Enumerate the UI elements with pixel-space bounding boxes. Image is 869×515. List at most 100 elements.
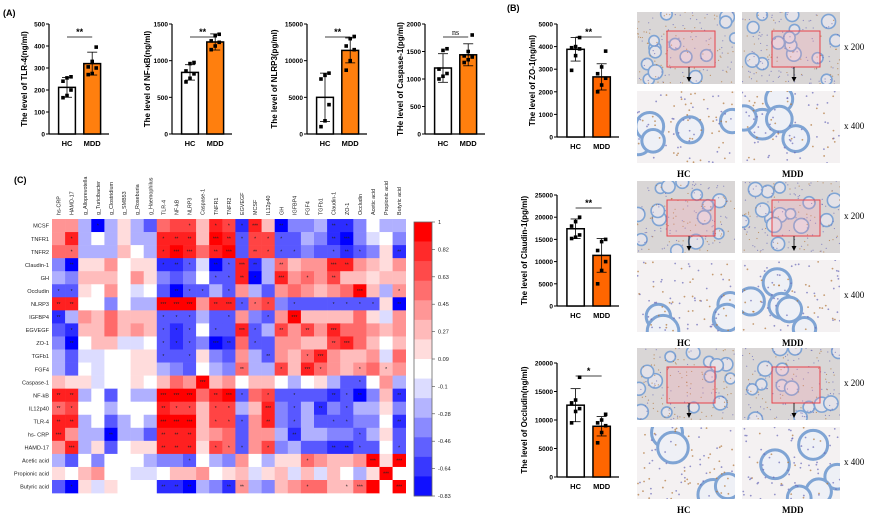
cell — [750, 390, 752, 392]
cell — [743, 289, 746, 292]
cell — [725, 314, 728, 317]
cell — [821, 203, 823, 205]
cell — [793, 208, 795, 210]
cell — [714, 18, 716, 20]
data-point — [577, 375, 582, 380]
heatmap-cell — [104, 414, 118, 429]
cell — [689, 221, 691, 223]
cell — [820, 349, 822, 351]
heatmap-row-label: TGFb1 — [32, 354, 49, 360]
cell — [679, 40, 681, 43]
significance-star: ** — [332, 237, 336, 243]
cell — [639, 71, 641, 73]
heatmap-cell — [169, 336, 184, 350]
heatmap-cell — [91, 310, 105, 324]
y-tick-label: 10000 — [535, 259, 553, 266]
cell — [829, 360, 831, 362]
heatmap-cell — [104, 323, 118, 337]
data-point — [217, 40, 221, 45]
heatmap-cell — [235, 323, 249, 337]
heatmap-cell — [183, 362, 197, 376]
cell — [757, 14, 759, 16]
cell — [768, 54, 771, 56]
cell — [797, 196, 799, 198]
cell — [811, 401, 814, 403]
heatmap-cell — [143, 427, 158, 442]
heatmap-cell — [52, 375, 66, 389]
cell — [830, 183, 832, 185]
significance-star: * — [306, 276, 308, 282]
heatmap-cell — [379, 297, 393, 311]
cell — [712, 407, 714, 409]
zoom-arrow-head — [686, 413, 692, 418]
cell — [706, 107, 709, 110]
heatmap-cell — [196, 375, 210, 389]
cell — [761, 34, 763, 36]
cell — [743, 493, 745, 496]
heatmap-cell — [300, 440, 315, 455]
heatmap-cell — [117, 466, 131, 481]
heatmap-cell — [274, 310, 289, 324]
cell — [829, 462, 832, 465]
heatmap-cell — [143, 297, 158, 311]
significance-star: ** — [345, 250, 349, 256]
heatmap-cell — [130, 414, 144, 429]
cell — [705, 415, 707, 417]
heatmap-cell — [235, 388, 249, 402]
cell — [709, 471, 711, 474]
y-tick-label: 1000 — [407, 77, 422, 84]
cell — [731, 46, 733, 48]
x-tick-label: HC — [570, 142, 581, 151]
heatmap-cell — [222, 362, 236, 376]
crypt — [787, 348, 803, 356]
cell — [832, 220, 834, 222]
heatmap-cell — [353, 219, 367, 233]
significance-star: * — [241, 224, 243, 230]
cell — [809, 469, 812, 472]
cell — [688, 129, 691, 132]
heatmap-cell — [392, 401, 406, 416]
cell — [686, 185, 688, 187]
cell — [791, 142, 794, 145]
cell — [668, 397, 671, 400]
cell — [765, 377, 767, 379]
cell — [773, 351, 776, 353]
significance-star: * — [228, 263, 230, 269]
cell — [724, 216, 727, 218]
heatmap-column-label: TNFR2 — [227, 198, 233, 215]
heatmap-cell — [143, 480, 158, 494]
significance-star: ** — [345, 263, 349, 269]
cell — [693, 133, 695, 136]
heatmap-cell — [379, 310, 393, 324]
cell — [832, 287, 835, 290]
cell — [721, 417, 723, 419]
y-tick-label: 3000 — [539, 67, 554, 74]
heatmap-cell — [78, 388, 92, 402]
heatmap-cell — [169, 297, 184, 311]
significance-star: *** — [160, 302, 166, 308]
heatmap-cell — [169, 414, 184, 429]
cell — [768, 74, 770, 76]
heatmap-cell — [379, 388, 393, 402]
cell — [669, 374, 672, 377]
cell — [693, 67, 695, 69]
cell — [838, 354, 840, 356]
cell — [837, 209, 840, 211]
cell — [643, 31, 645, 33]
cell — [836, 34, 839, 36]
heatmap-cell — [130, 284, 144, 298]
cell — [799, 204, 801, 207]
cell — [745, 434, 748, 437]
heatmap-column-label: TNFR1 — [214, 198, 220, 215]
cell — [824, 304, 827, 307]
heatmap-cell — [314, 401, 328, 416]
cell — [640, 418, 642, 420]
significance-star: ** — [214, 263, 218, 269]
cell — [833, 212, 835, 214]
cell — [669, 403, 672, 405]
crypt — [760, 184, 775, 199]
tissue-micrograph — [637, 348, 735, 420]
significance-star: ** — [70, 419, 74, 425]
significance-star: * — [97, 224, 99, 230]
